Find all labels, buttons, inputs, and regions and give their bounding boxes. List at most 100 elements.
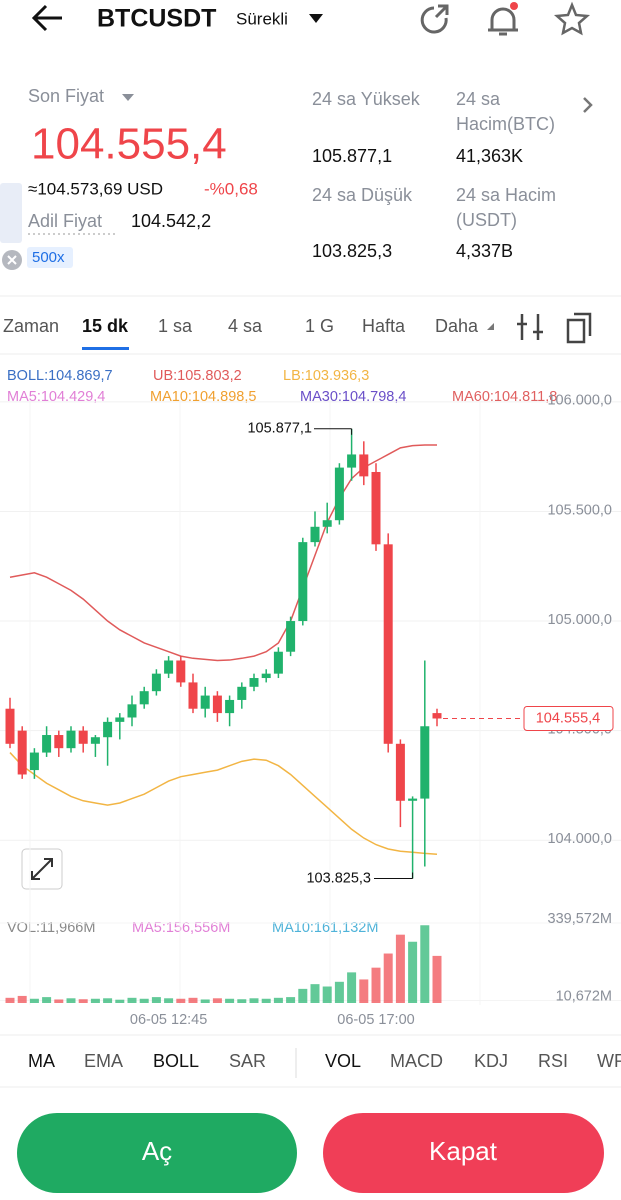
price-change: -%0,68 [204,179,258,198]
volume-indicator: MA10:161,132M [272,920,378,936]
contract-caret[interactable] [309,14,323,23]
fair-price-label[interactable]: Adil Fiyat [28,211,102,231]
contract-type[interactable]: Sürekli [236,9,288,28]
indicator-tab[interactable]: KDJ [474,1051,508,1071]
notification-dot [510,2,518,10]
candle-body [200,695,210,709]
expand-icon [31,858,53,880]
volume-bar [17,995,27,1003]
indicator-tab[interactable]: RSI [538,1051,568,1071]
y-tick-label: 104.000,0 [547,831,612,847]
share-icon[interactable] [420,4,449,34]
volume-tick-label: 10,672M [556,988,612,1004]
volume-bar [334,981,344,1003]
volume-bar [383,953,393,1003]
volume-bar [395,934,405,1003]
volume-bar [115,999,125,1003]
interval-tab[interactable]: 15 dk [82,316,129,336]
candle-body [395,743,405,801]
stat-label: Hacim(BTC) [456,114,555,134]
translate-badge[interactable] [0,183,22,243]
candle-body [298,542,308,622]
volume-bar [164,998,174,1003]
volume-bar [225,998,235,1003]
last-price-tag: 104.555,4 [536,710,601,726]
volume-bar [310,984,320,1003]
indicator-tab[interactable]: BOLL [153,1051,199,1071]
indicator-value: LB:103.936,3 [283,368,369,384]
stat-value: 103.825,3 [312,241,392,261]
volume-bar [151,997,161,1003]
close-label[interactable]: Kapat [429,1136,498,1166]
volume-bar [298,988,308,1003]
indicator-value: BOLL:104.869,7 [7,368,113,384]
interval-tab[interactable]: Zaman [3,316,59,336]
stat-label: (USDT) [456,210,517,230]
last-price-box [523,705,614,731]
interval-tab[interactable]: 1 sa [158,316,193,336]
layout-icon[interactable] [566,312,592,344]
symbol[interactable]: BTCUSDT [97,5,216,33]
volume-bar [420,925,430,1003]
indicator-value: MA60:104.811,8 [452,389,557,405]
low-label: 103.825,3 [306,870,371,886]
volume-bar [237,999,247,1003]
last-price: 104.555,4 [31,120,227,169]
leverage-badge[interactable] [27,247,73,268]
candle-body [286,621,296,652]
interval-tab[interactable]: 1 G [305,316,334,336]
indicator-tab[interactable]: EMA [84,1051,123,1071]
last-price-label[interactable]: Son Fiyat [28,86,104,106]
open-label[interactable]: Aç [142,1136,172,1166]
leverage[interactable]: 500x [32,249,65,266]
volume-indicator: MA5:156,556M [132,920,230,936]
volume-bar [322,986,332,1003]
volume-bar [347,972,357,1003]
back-icon[interactable] [31,4,62,32]
open-button[interactable] [17,1113,297,1193]
volume-bar [90,998,100,1003]
price-caret[interactable] [122,94,134,101]
candle-body [310,526,320,543]
volume-bar [273,997,283,1003]
candle-body [54,735,64,749]
candle-body [188,682,198,709]
candle-body [42,735,52,753]
high-label: 105.877,1 [247,421,312,437]
candle-body [322,520,332,527]
active-tab-underline [82,347,129,350]
volume-bar [139,998,149,1003]
star-icon[interactable] [553,1,591,36]
candle-body [408,798,418,801]
indicator-value: MA30:104.798,4 [300,389,406,405]
volume-bar [78,999,88,1003]
volume-bar [249,998,259,1003]
candle-body [249,678,259,687]
volume-bar [66,998,76,1003]
close-button[interactable] [323,1113,604,1193]
indicator-tab[interactable]: SAR [229,1051,266,1071]
more-caret [487,323,494,330]
interval-tab[interactable]: Hafta [362,316,406,336]
candle-body [29,752,39,771]
indicator-tab[interactable]: MACD [390,1051,443,1071]
candle-body [273,651,283,674]
indicator-tab[interactable]: VOL [325,1051,361,1071]
indicator-tab[interactable]: MA [28,1051,55,1071]
settings-icon[interactable] [517,314,543,340]
candle-body [432,713,442,719]
candle-body [127,704,137,718]
indicator-tab[interactable]: WR [597,1051,621,1071]
interval-tab[interactable]: 4 sa [228,316,263,336]
indicator-value: UB:105.803,2 [153,368,242,384]
stats-more-icon[interactable] [583,97,593,113]
candle-body [212,695,222,714]
bell-icon[interactable] [488,7,518,36]
volume-bar [54,999,64,1003]
volume-bar [371,967,381,1003]
candle-body [237,686,247,700]
candle-body [17,730,27,775]
indicator-value: MA10:104.898,5 [150,389,256,405]
candle-body [115,717,125,722]
interval-tab[interactable]: Daha [435,316,479,336]
